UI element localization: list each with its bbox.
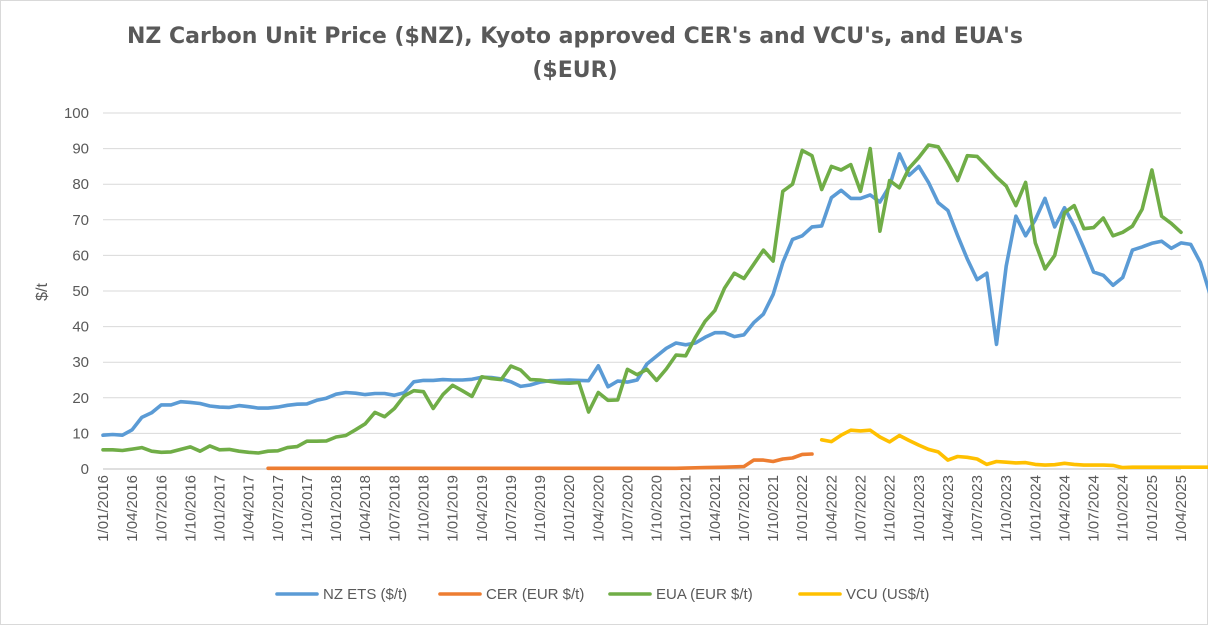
x-tick-label: 1/01/2019 (445, 475, 462, 542)
x-tick-label: 1/07/2017 (270, 475, 287, 542)
y-tick-label: 10 (72, 425, 89, 442)
y-tick-label: 100 (64, 105, 89, 122)
x-tick-label: 1/10/2020 (649, 475, 666, 542)
x-tick-label: 1/01/2021 (678, 475, 695, 542)
y-tick-label: 80 (72, 176, 89, 193)
y-tick-label: 0 (81, 461, 89, 478)
series-line-3 (819, 428, 1208, 470)
x-tick-label: 1/04/2024 (1056, 475, 1073, 542)
x-tick-label: 1/07/2021 (736, 475, 753, 542)
x-tick-label: 1/07/2019 (503, 475, 520, 542)
x-tick-label: 1/04/2025 (1173, 475, 1190, 542)
chart-title-line1: NZ Carbon Unit Price ($NZ), Kyoto approv… (127, 24, 1023, 49)
x-tick-label: 1/04/2020 (590, 475, 607, 542)
gridlines (103, 112, 1181, 434)
chart-title-line2: ($EUR) (532, 58, 618, 83)
x-tick-label: 1/01/2025 (1144, 475, 1161, 542)
legend-label: VCU (US$/t) (846, 586, 929, 603)
x-tick-label: 1/01/2023 (911, 475, 928, 542)
x-tick-label: 1/04/2017 (241, 475, 258, 542)
y-axis-ticks: 0 10 20 30 40 50 60 70 80 90 100 (64, 105, 89, 478)
x-tick-label: 1/10/2017 (299, 475, 316, 542)
y-tick-label: 60 (72, 247, 89, 264)
x-tick-label: 1/04/2023 (940, 475, 957, 542)
x-tick-label: 1/07/2016 (153, 475, 170, 542)
x-tick-label: 1/10/2016 (182, 475, 199, 542)
y-tick-label: 50 (72, 283, 89, 300)
x-tick-label: 1/01/2020 (561, 475, 578, 542)
x-tick-label: 1/07/2024 (1086, 475, 1103, 542)
x-tick-label: 1/01/2018 (328, 475, 345, 542)
series-line-0 (101, 152, 1208, 437)
legend: NZ ETS ($/t) CER (EUR $/t) EUA (EUR $/t) VC… (275, 586, 929, 603)
y-tick-label: 30 (72, 354, 89, 371)
x-tick-label: 1/07/2018 (386, 475, 403, 542)
chart-title: NZ Carbon Unit Price ($NZ), Kyoto approv… (100, 20, 1050, 88)
x-tick-label: 1/04/2016 (124, 475, 141, 542)
x-tick-label: 1/10/2023 (998, 475, 1015, 542)
x-tick-label: 1/01/2016 (95, 475, 112, 542)
x-tick-label: 1/01/2022 (794, 475, 811, 542)
x-tick-label: 1/04/2021 (707, 475, 724, 542)
x-tick-label: 1/10/2018 (415, 475, 432, 542)
x-tick-label: 1/04/2018 (357, 475, 374, 542)
x-tick-label: 1/07/2022 (853, 475, 870, 542)
x-tick-label: 1/10/2024 (1115, 475, 1132, 542)
y-tick-label: 40 (72, 319, 89, 336)
x-tick-label: 1/04/2022 (823, 475, 840, 542)
series-lines (101, 143, 1208, 471)
x-tick-label: 1/07/2023 (969, 475, 986, 542)
y-axis-title: $/t (34, 283, 51, 301)
x-tick-label: 1/01/2017 (212, 475, 229, 542)
y-tick-label: 70 (72, 212, 89, 229)
x-tick-label: 1/04/2019 (474, 475, 491, 542)
y-tick-label: 90 (72, 141, 89, 158)
x-tick-label: 1/07/2020 (619, 475, 636, 542)
y-tick-label: 20 (72, 390, 89, 407)
x-axis-ticks: 1/01/2016 1/04/2016 1/07/2016 1/10/2016 1/01… (95, 475, 1190, 542)
x-tick-label: 1/10/2022 (882, 475, 899, 542)
series-line-2 (101, 143, 1183, 455)
legend-label: CER (EUR $/t) (486, 586, 584, 603)
x-tick-label: 1/10/2021 (765, 475, 782, 542)
x-tick-label: 1/01/2024 (1027, 475, 1044, 542)
legend-label: EUA (EUR $/t) (656, 586, 753, 603)
series-line-1 (266, 452, 814, 471)
x-tick-label: 1/10/2019 (532, 475, 549, 542)
legend-label: NZ ETS ($/t) (323, 586, 407, 603)
